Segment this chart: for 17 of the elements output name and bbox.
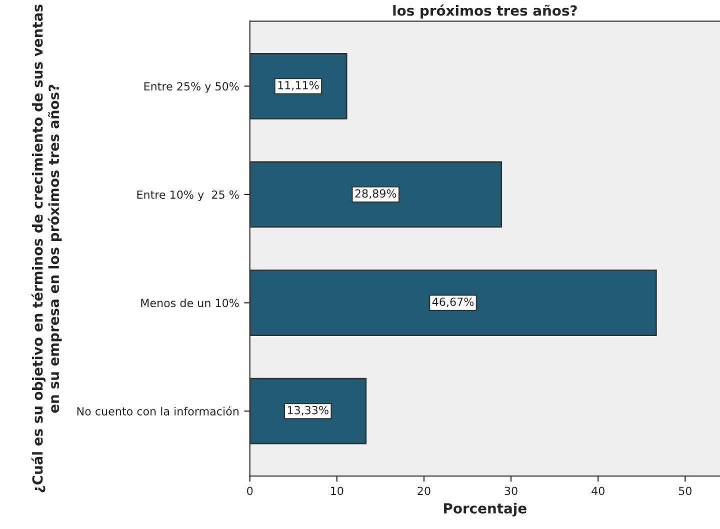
chart-title: los próximos tres años? [393, 4, 577, 18]
x-tick-label: 50 [678, 486, 692, 496]
x-tick-label: 40 [592, 486, 604, 496]
y-tick-label: Entre 10% y 25 % [137, 190, 239, 202]
x-tick-label: 0 [247, 486, 253, 496]
y-tick-label: No cuento con la información [77, 406, 238, 416]
y-tick-label: Menos de un 10% [141, 298, 239, 308]
data-label: 46,67% [432, 298, 474, 308]
x-axis-title: Porcentaje [444, 502, 526, 516]
x-tick-label: 10 [331, 486, 344, 496]
x-tick-label: 20 [418, 486, 430, 496]
data-label: 11,11% [278, 80, 319, 91]
data-label: 13,33% [288, 406, 328, 416]
y-axis-title: ¿Cuál es su objetivo en términos de crecimiento de sus ventas en su empresa en los próximos tres años? [31, 4, 62, 492]
data-label: 28,89% [355, 189, 396, 199]
x-tick-label: 30 [504, 486, 518, 496]
y-tick-label: Entre 25% y 50% [144, 82, 239, 93]
